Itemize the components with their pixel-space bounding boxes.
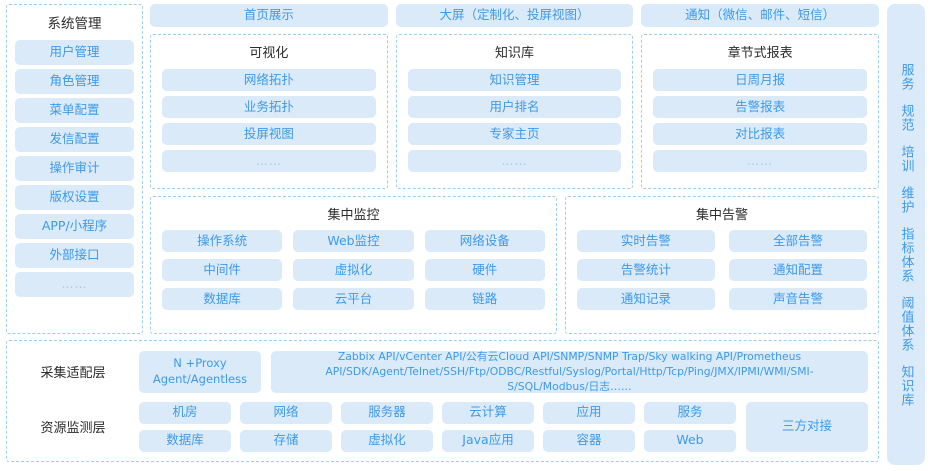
monitor-item-virtualization[interactable]: 虚拟化 <box>293 259 414 281</box>
right-vertical-column: 服务 规范 培训 维护 指标体系 阈值体系 知识库 <box>887 4 925 465</box>
panel-centralized-alarm: 集中告警 实时告警 全部告警 告警统计 通知配置 通知记录 声音告警 <box>564 196 879 334</box>
panel-knowledge-base-item-knowledge-management[interactable]: 知识管理 <box>407 69 622 91</box>
panel-knowledge-base-item-user-ranking[interactable]: 用户排名 <box>407 96 622 118</box>
panel-visualization-item-business-topology[interactable]: 业务拓扑 <box>162 96 376 118</box>
proxy-agent-line1: N +Proxy <box>173 355 227 370</box>
panel-visualization-title: 可视化 <box>249 46 289 61</box>
sidebar-item-menu-config[interactable]: 菜单配置 <box>15 98 134 123</box>
sidebar-item-role-management[interactable]: 角色管理 <box>15 69 134 94</box>
main-content-column: 首页展示 大屏（定制化、投屏视图） 通知（微信、邮件、短信） 可视化 网络拓扑 … <box>150 4 880 334</box>
header-item-big-screen[interactable]: 大屏（定制化、投屏视图） <box>395 4 634 27</box>
resource-monitoring-layer-row: 资源监测层 机房 网络 服务器 云计算 应用 服务 数据库 存储 虚拟化 Jav… <box>17 401 868 452</box>
panel-centralized-monitoring-title: 集中监控 <box>327 208 380 223</box>
right-column-item-standard[interactable]: 规范 <box>898 103 914 132</box>
monitor-item-network-device[interactable]: 网络设备 <box>424 230 545 252</box>
feature-panel-row: 可视化 网络拓扑 业务拓扑 投屏视图 …… 知识库 知识管理 用户排名 专家主页… <box>150 34 880 189</box>
right-column-item-indicator-system[interactable]: 指标体系 <box>898 226 914 283</box>
monitor-item-hardware[interactable]: 硬件 <box>424 259 545 281</box>
header-item-home-display[interactable]: 首页展示 <box>150 4 388 27</box>
right-column-item-threshold-system[interactable]: 阈值体系 <box>898 295 914 352</box>
resource-item-container[interactable]: 容器 <box>543 429 635 452</box>
sidebar-title: 系统管理 <box>47 16 102 32</box>
right-column-item-service[interactable]: 服务 <box>898 62 914 91</box>
third-party-integration-box[interactable]: 三方对接 <box>746 401 868 452</box>
sidebar-item-copyright-settings[interactable]: 版权设置 <box>15 185 134 210</box>
panel-chapter-report-item-alarm-report[interactable]: 告警报表 <box>653 96 868 118</box>
panel-visualization-item-network-topology[interactable]: 网络拓扑 <box>162 69 376 91</box>
panel-visualization: 可视化 网络拓扑 业务拓扑 投屏视图 …… <box>150 34 388 189</box>
monitor-item-operating-system[interactable]: 操作系统 <box>162 230 283 252</box>
panel-visualization-item-screen-view[interactable]: 投屏视图 <box>162 123 376 145</box>
monitor-item-link[interactable]: 链路 <box>424 288 545 310</box>
alarm-item-notification-record[interactable]: 通知记录 <box>576 288 715 310</box>
panel-centralized-alarm-title: 集中告警 <box>695 208 748 223</box>
monitor-alarm-row: 集中监控 操作系统 Web监控 网络设备 中间件 虚拟化 硬件 数据库 云平台 … <box>150 196 879 334</box>
panel-knowledge-base-item-expert-homepage[interactable]: 专家主页 <box>407 123 622 145</box>
panel-centralized-monitoring-grid: 操作系统 Web监控 网络设备 中间件 虚拟化 硬件 数据库 云平台 链路 <box>162 230 545 310</box>
resource-item-database[interactable]: 数据库 <box>139 429 231 452</box>
panel-centralized-monitoring: 集中监控 操作系统 Web监控 网络设备 中间件 虚拟化 硬件 数据库 云平台 … <box>150 196 557 334</box>
api-protocol-line2: API/SDK/Agent/Telnet/SSH/Ftp/ODBC/Restfu… <box>325 364 814 378</box>
panel-chapter-report-item-daily-weekly-monthly[interactable]: 日周月报 <box>653 69 868 91</box>
resource-item-virtualization[interactable]: 虚拟化 <box>341 429 433 452</box>
resource-items-grid: 机房 网络 服务器 云计算 应用 服务 数据库 存储 虚拟化 Java应用 容器… <box>139 401 736 452</box>
api-protocol-line1: Zabbix API/vCenter API/公有云Cloud API/SNMP… <box>337 349 802 363</box>
alarm-item-all-alarm[interactable]: 全部告警 <box>728 230 867 252</box>
monitor-item-web-monitoring[interactable]: Web监控 <box>293 230 414 252</box>
resource-item-data-center[interactable]: 机房 <box>139 401 231 424</box>
panel-knowledge-base-title: 知识库 <box>495 46 535 61</box>
header-item-notification[interactable]: 通知（微信、邮件、短信） <box>641 4 880 27</box>
resource-item-cloud-computing[interactable]: 云计算 <box>442 401 534 424</box>
alarm-item-sound-alarm[interactable]: 声音告警 <box>728 288 867 310</box>
resource-item-application[interactable]: 应用 <box>543 401 635 424</box>
right-column-item-knowledge-base[interactable]: 知识库 <box>898 364 914 407</box>
right-column-item-training[interactable]: 培训 <box>898 144 914 173</box>
panel-visualization-item-more[interactable]: …… <box>162 150 376 172</box>
api-protocol-box[interactable]: Zabbix API/vCenter API/公有云Cloud API/SNMP… <box>271 349 868 394</box>
panel-centralized-alarm-grid: 实时告警 全部告警 告警统计 通知配置 通知记录 声音告警 <box>576 230 867 310</box>
monitor-item-cloud-platform[interactable]: 云平台 <box>293 288 414 310</box>
proxy-agent-line2: Agent/Agentless <box>152 371 248 386</box>
alarm-item-notification-config[interactable]: 通知配置 <box>728 259 867 281</box>
proxy-agent-box[interactable]: N +Proxy Agent/Agentless <box>139 350 261 393</box>
panel-chapter-report-item-comparison-report[interactable]: 对比报表 <box>653 123 868 145</box>
api-protocol-line3: S/SQL/Modbus/日志…… <box>507 380 632 394</box>
resource-monitoring-layer-label: 资源监测层 <box>40 421 106 436</box>
resource-item-java-application[interactable]: Java应用 <box>442 429 534 452</box>
sidebar-item-mail-config[interactable]: 发信配置 <box>15 127 134 152</box>
alarm-item-alarm-statistics[interactable]: 告警统计 <box>576 259 715 281</box>
resource-item-storage[interactable]: 存储 <box>240 429 332 452</box>
right-column-item-maintenance[interactable]: 维护 <box>898 185 914 214</box>
collection-adaptation-layer-row: 采集适配层 N +Proxy Agent/Agentless Zabbix AP… <box>17 349 868 394</box>
collection-adaptation-layer-label: 采集适配层 <box>40 366 106 381</box>
panel-chapter-report-item-more[interactable]: …… <box>653 150 868 172</box>
resource-item-web[interactable]: Web <box>644 429 736 452</box>
sidebar-item-user-management[interactable]: 用户管理 <box>15 40 134 65</box>
sidebar-item-operation-audit[interactable]: 操作审计 <box>15 156 134 181</box>
panel-knowledge-base: 知识库 知识管理 用户排名 专家主页 …… <box>395 34 634 189</box>
top-area: 系统管理 用户管理 角色管理 菜单配置 发信配置 操作审计 版权设置 APP/小… <box>6 4 880 334</box>
panel-chapter-report-title: 章节式报表 <box>727 46 793 61</box>
panel-chapter-report: 章节式报表 日周月报 告警报表 对比报表 …… <box>641 34 880 189</box>
monitor-item-middleware[interactable]: 中间件 <box>162 259 283 281</box>
resource-item-network[interactable]: 网络 <box>240 401 332 424</box>
bottom-section: 采集适配层 N +Proxy Agent/Agentless Zabbix AP… <box>6 340 879 462</box>
sidebar-system-management: 系统管理 用户管理 角色管理 菜单配置 发信配置 操作审计 版权设置 APP/小… <box>6 4 143 334</box>
sidebar-item-external-interface[interactable]: 外部接口 <box>15 243 134 268</box>
monitor-item-database[interactable]: 数据库 <box>162 288 283 310</box>
sidebar-item-app-miniprogram[interactable]: APP/小程序 <box>15 214 134 239</box>
resource-item-service[interactable]: 服务 <box>644 401 736 424</box>
panel-knowledge-base-item-more[interactable]: …… <box>407 150 622 172</box>
resource-items-wrap: 机房 网络 服务器 云计算 应用 服务 数据库 存储 虚拟化 Java应用 容器… <box>139 401 868 452</box>
sidebar-item-more[interactable]: …… <box>15 272 134 297</box>
resource-item-server[interactable]: 服务器 <box>341 401 433 424</box>
alarm-item-realtime-alarm[interactable]: 实时告警 <box>576 230 715 252</box>
header-row: 首页展示 大屏（定制化、投屏视图） 通知（微信、邮件、短信） <box>150 4 880 27</box>
